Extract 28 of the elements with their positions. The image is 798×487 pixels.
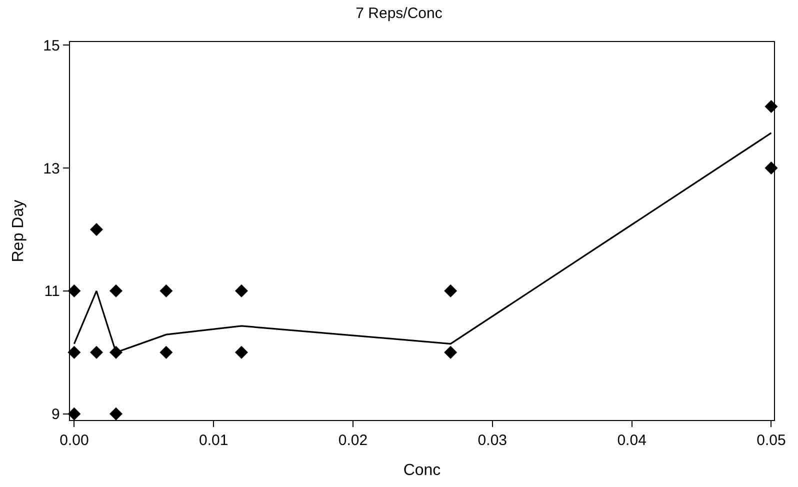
y-tick-label: 9 xyxy=(52,406,60,424)
y-tick-label: 13 xyxy=(43,160,60,178)
x-tick-label: 0.02 xyxy=(338,432,368,450)
point xyxy=(160,284,173,298)
point xyxy=(90,346,103,359)
y-tick-label: 11 xyxy=(44,283,60,300)
point xyxy=(68,346,81,359)
point xyxy=(90,222,103,236)
x-tick-label: 0.05 xyxy=(756,432,786,450)
x-axis-title: Conc xyxy=(403,462,441,479)
y-axis-title: Rep Day xyxy=(10,200,28,262)
point xyxy=(68,284,81,298)
point xyxy=(764,100,778,114)
x-tick-label: 0.03 xyxy=(478,432,507,450)
point xyxy=(234,346,248,359)
point xyxy=(444,346,458,359)
x-tick-label: 0.00 xyxy=(60,432,89,450)
point xyxy=(444,284,458,298)
x-tick-label: 0.01 xyxy=(198,432,228,450)
point xyxy=(764,162,778,174)
point xyxy=(68,407,81,420)
y-tick-label: 15 xyxy=(43,37,60,54)
chart-title: 7 Reps/Conc xyxy=(356,4,443,22)
point xyxy=(234,284,248,298)
point xyxy=(110,407,122,420)
point xyxy=(110,284,122,298)
point xyxy=(160,346,173,359)
x-tick-label: 0.04 xyxy=(617,432,646,450)
